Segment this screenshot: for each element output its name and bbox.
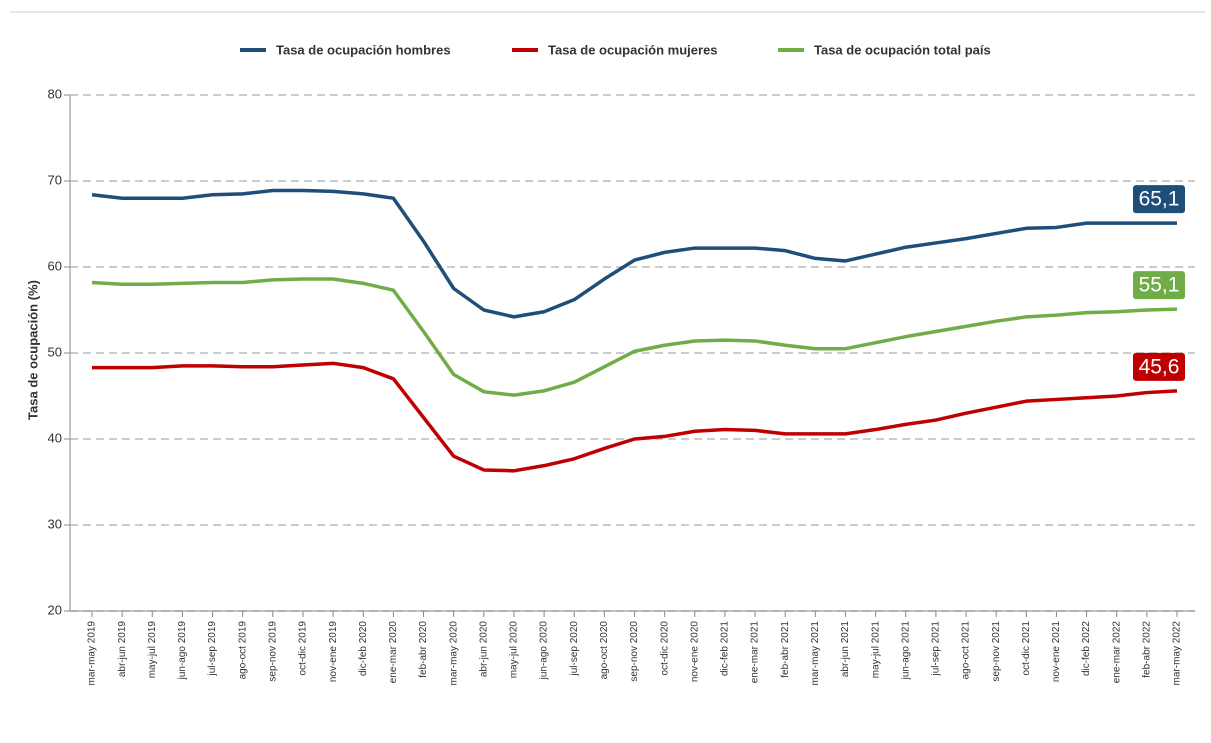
y-tick-label: 40: [48, 430, 62, 445]
x-tick-label: feb-abr 2021: [780, 621, 791, 678]
x-tick-label: jun-ago 2020: [539, 621, 550, 681]
x-tick-label: nov-ene 2021: [1051, 621, 1062, 683]
x-tick-label: jun-ago 2021: [900, 621, 911, 681]
x-tick-label: may-jul 2020: [509, 621, 520, 679]
x-tick-label: abr-jun 2019: [117, 621, 128, 678]
x-tick-label: ene-mar 2020: [388, 621, 399, 684]
x-tick-label: oct-dic 2021: [1021, 621, 1032, 676]
legend-label: Tasa de ocupación hombres: [276, 42, 451, 57]
x-tick-label: ago-oct 2019: [237, 621, 248, 680]
x-tick-label: ene-mar 2022: [1111, 621, 1122, 684]
value-label: 55,1: [1139, 274, 1180, 297]
value-label-box: [1133, 185, 1185, 214]
x-tick-label: oct-dic 2020: [659, 621, 670, 676]
value-label-box: [1133, 271, 1185, 300]
y-tick-label: 80: [48, 86, 62, 101]
x-tick-label: sep-nov 2019: [267, 621, 278, 682]
y-tick-label: 60: [48, 258, 62, 273]
x-tick-label: feb-abr 2020: [418, 621, 429, 678]
x-tick-label: sep-nov 2021: [991, 621, 1002, 682]
x-tick-label: ene-mar 2021: [750, 621, 761, 684]
x-tick-label: ago-oct 2020: [599, 621, 610, 680]
value-label: 45,6: [1139, 355, 1180, 378]
line-series: [92, 361, 1178, 473]
x-tick-label: ago-oct 2021: [961, 621, 972, 680]
y-tick-label: 70: [48, 172, 62, 187]
x-tick-label: jul-sep 2021: [931, 621, 942, 677]
x-tick-label: may-jul 2021: [870, 621, 881, 679]
x-tick-label: mar-may 2022: [1172, 621, 1183, 686]
x-tick-label: mar-may 2019: [87, 621, 98, 686]
x-tick-label: mar-may 2021: [810, 621, 821, 686]
x-tick-label: sep-nov 2020: [629, 621, 640, 682]
x-tick-label: jul-sep 2020: [569, 621, 580, 677]
y-tick-label: 50: [48, 344, 62, 359]
y-tick-label: 30: [48, 516, 62, 531]
x-tick-label: nov-ene 2020: [689, 621, 700, 683]
x-tick-label: dic-feb 2022: [1081, 621, 1092, 676]
x-tick-label: may-jul 2019: [147, 621, 158, 679]
line-series: [91, 277, 1178, 397]
legend-label: Tasa de ocupación total país: [814, 42, 991, 57]
x-tick-label: abr-jun 2020: [478, 621, 489, 678]
x-tick-label: oct-dic 2019: [298, 621, 309, 676]
value-label-box: [1133, 352, 1185, 381]
x-tick-label: abr-jun 2021: [840, 621, 851, 678]
x-tick-label: jul-sep 2019: [207, 621, 218, 677]
x-tick-label: dic-feb 2021: [720, 621, 731, 676]
x-tick-label: jun-ago 2019: [177, 621, 188, 681]
legend-label: Tasa de ocupación mujeres: [548, 42, 718, 57]
x-tick-label: dic-feb 2020: [358, 621, 369, 676]
y-tick-label: 20: [48, 602, 62, 617]
line-series: [91, 188, 1177, 319]
value-label: 65,1: [1139, 188, 1180, 211]
y-axis-label: Tasa de ocupación (%): [25, 280, 40, 420]
x-tick-label: nov-ene 2019: [328, 621, 339, 683]
x-tick-label: mar-may 2020: [448, 621, 459, 686]
x-tick-label: feb-abr 2022: [1142, 621, 1153, 678]
